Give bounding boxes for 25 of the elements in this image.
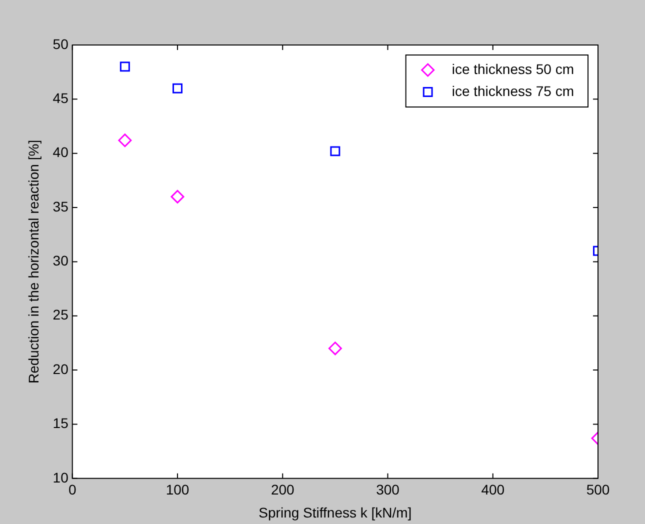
point [328,342,342,356]
point [118,134,132,148]
x-tick-label: 0 [68,482,76,498]
y-axis-title: Reduction in the horizontal reaction [%] [25,140,42,384]
point [330,146,340,156]
point [170,190,184,204]
x-tick-label: 200 [270,482,295,498]
x-tick-label: 100 [166,482,190,498]
y-tick-label: 15 [52,415,69,432]
y-tick-label: 25 [52,306,69,323]
x-axis-title: Spring Stiffness k [kN/m] [258,504,412,520]
x-tick-label: 500 [586,482,610,498]
y-tick-label: 50 [52,36,69,52]
point [120,62,130,72]
y-tick-label: 45 [52,90,69,106]
y-tick-label: 10 [52,469,69,486]
legend-label: ice thickness 50 cm [452,60,574,77]
legend-label: ice thickness 75 cm [452,82,574,99]
x-tick-label: 300 [376,482,400,498]
y-tick-label: 20 [52,360,69,377]
y-tick-label: 35 [52,198,69,214]
y-tick-label: 40 [52,144,69,160]
y-tick-label: 30 [52,252,69,269]
x-tick-label: 400 [481,482,505,498]
point [172,83,182,94]
